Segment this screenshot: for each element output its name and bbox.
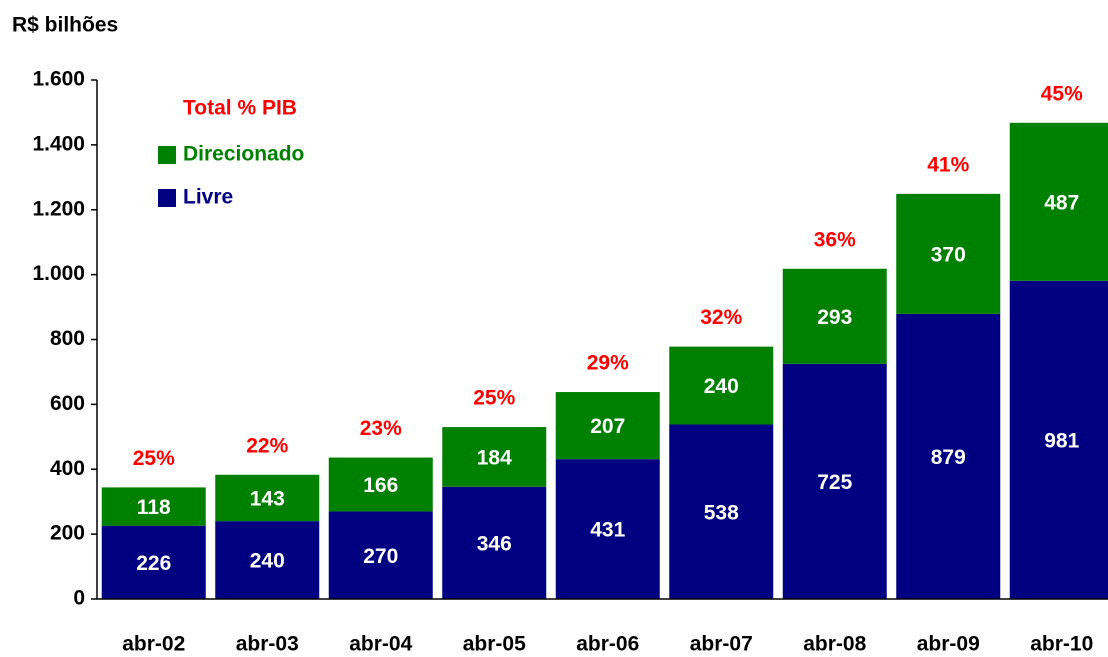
data-label: 240 — [704, 375, 739, 398]
legend-label: Total % PIB — [183, 97, 297, 120]
bar-segment — [555, 392, 660, 460]
bar-segment — [896, 193, 1001, 314]
x-tick-label: abr-04 — [349, 633, 412, 656]
legend-label: Direcionado — [183, 143, 304, 166]
x-tick-label: abr-10 — [1030, 633, 1093, 656]
legend-swatch — [158, 189, 176, 207]
bar-segment — [669, 346, 774, 425]
data-label: 226 — [136, 552, 171, 575]
y-tick-label: 0 — [73, 587, 85, 610]
data-label: 879 — [931, 446, 966, 469]
pib-label: 22% — [246, 434, 288, 457]
x-tick-label: abr-02 — [122, 633, 185, 656]
data-label: 240 — [250, 550, 285, 573]
bar-segment — [328, 457, 433, 512]
data-label: 487 — [1044, 191, 1079, 214]
x-tick-label: abr-09 — [917, 633, 980, 656]
bar-segment — [101, 525, 206, 599]
bar-segment — [669, 424, 774, 599]
bar-segment — [782, 363, 887, 599]
x-tick-label: abr-05 — [463, 633, 526, 656]
y-tick-label: 400 — [50, 457, 85, 480]
data-label: 143 — [250, 488, 285, 511]
y-tick-label: 200 — [50, 522, 85, 545]
bar-segment — [328, 511, 433, 599]
data-label: 431 — [590, 519, 625, 542]
bar-segment — [101, 487, 206, 526]
y-tick-label: 600 — [50, 392, 85, 415]
bar-segment — [215, 474, 320, 522]
x-tick-label: abr-03 — [236, 633, 299, 656]
legend-swatch — [158, 146, 176, 164]
y-tick-label: 1.400 — [32, 132, 85, 155]
bar-segment — [555, 459, 660, 599]
data-label: 118 — [137, 496, 171, 519]
y-tick-label: 800 — [50, 327, 85, 350]
data-label: 207 — [590, 415, 625, 438]
data-label: 346 — [477, 532, 512, 555]
pib-label: 45% — [1041, 82, 1083, 105]
pib-label: 32% — [700, 306, 742, 329]
pib-label: 23% — [360, 417, 402, 440]
pib-label: 41% — [927, 153, 969, 176]
data-label: 370 — [931, 243, 966, 266]
pib-label: 29% — [587, 352, 629, 375]
pib-label: 25% — [473, 387, 515, 410]
data-label: 981 — [1044, 429, 1079, 452]
y-axis-label: R$ bilhões — [12, 14, 118, 37]
bar-segment — [215, 521, 320, 599]
y-tick-label: 1.200 — [32, 197, 85, 220]
data-label: 270 — [363, 545, 398, 568]
data-label: 725 — [817, 471, 852, 494]
bar-segment — [782, 268, 887, 364]
bar-segment — [896, 313, 1001, 599]
bar-segment — [1009, 280, 1108, 599]
bar-segment — [1009, 122, 1108, 281]
data-label: 538 — [704, 501, 739, 524]
pib-label: 25% — [133, 447, 175, 470]
legend-label: Livre — [183, 186, 233, 209]
pib-label: 36% — [814, 228, 856, 251]
data-label: 166 — [363, 474, 398, 497]
x-tick-label: abr-07 — [690, 633, 753, 656]
y-tick-label: 1.600 — [32, 68, 85, 91]
x-tick-label: abr-08 — [803, 633, 866, 656]
bar-segment — [442, 427, 547, 487]
bar-segment — [442, 486, 547, 599]
data-label: 184 — [477, 446, 512, 469]
data-label: 293 — [817, 306, 852, 329]
x-tick-label: abr-06 — [576, 633, 639, 656]
y-tick-label: 1.000 — [32, 262, 85, 285]
